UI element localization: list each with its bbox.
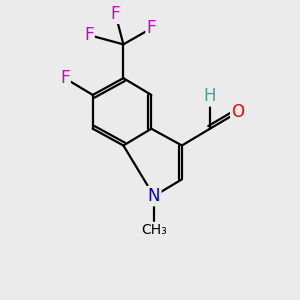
Text: F: F [147,20,156,38]
Text: F: F [84,26,94,44]
Text: H: H [204,87,216,105]
Text: F: F [111,5,120,23]
Text: CH₃: CH₃ [141,223,167,237]
Text: N: N [148,187,160,205]
Text: F: F [60,69,70,87]
Text: O: O [231,103,244,121]
